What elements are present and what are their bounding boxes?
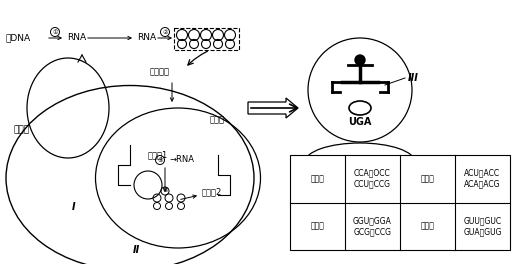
Text: CCA、OCC
CCU、CCG: CCA、OCC CCU、CCG xyxy=(354,169,391,189)
Text: GUU、GUC
GUA、GUG: GUU、GUC GUA、GUG xyxy=(463,216,502,236)
Text: 前体蛋白: 前体蛋白 xyxy=(150,68,170,77)
Text: ④: ④ xyxy=(162,188,168,194)
Text: ③: ③ xyxy=(157,158,163,163)
Text: I: I xyxy=(72,202,75,212)
Text: 蛋白质1: 蛋白质1 xyxy=(148,150,168,159)
Text: ②: ② xyxy=(162,30,168,35)
Text: 蛋白质2: 蛋白质2 xyxy=(202,187,222,196)
Text: 肌氨酸: 肌氨酸 xyxy=(311,174,325,183)
Bar xyxy=(290,155,510,250)
Text: UGA: UGA xyxy=(348,117,372,127)
Text: 核DNA: 核DNA xyxy=(5,34,30,43)
Text: RNA: RNA xyxy=(137,34,156,43)
Text: 线粒体: 线粒体 xyxy=(210,116,225,125)
Circle shape xyxy=(355,55,365,65)
Text: RNA: RNA xyxy=(67,34,86,43)
Bar xyxy=(174,28,239,50)
Text: II: II xyxy=(133,245,140,255)
Text: 苏氨酸: 苏氨酸 xyxy=(420,174,434,183)
Text: GGU、GGA
GCG、CCG: GGU、GGA GCG、CCG xyxy=(353,216,392,236)
Text: 甘氨酸: 甘氨酸 xyxy=(311,222,325,231)
Text: III: III xyxy=(408,73,419,83)
Text: 细胞核: 细胞核 xyxy=(14,125,30,134)
Text: 缬氨酸: 缬氨酸 xyxy=(420,222,434,231)
Text: ①: ① xyxy=(52,30,58,35)
Text: ACU、ACC
ACA、ACG: ACU、ACC ACA、ACG xyxy=(464,169,501,189)
Text: →RNA: →RNA xyxy=(170,155,195,164)
